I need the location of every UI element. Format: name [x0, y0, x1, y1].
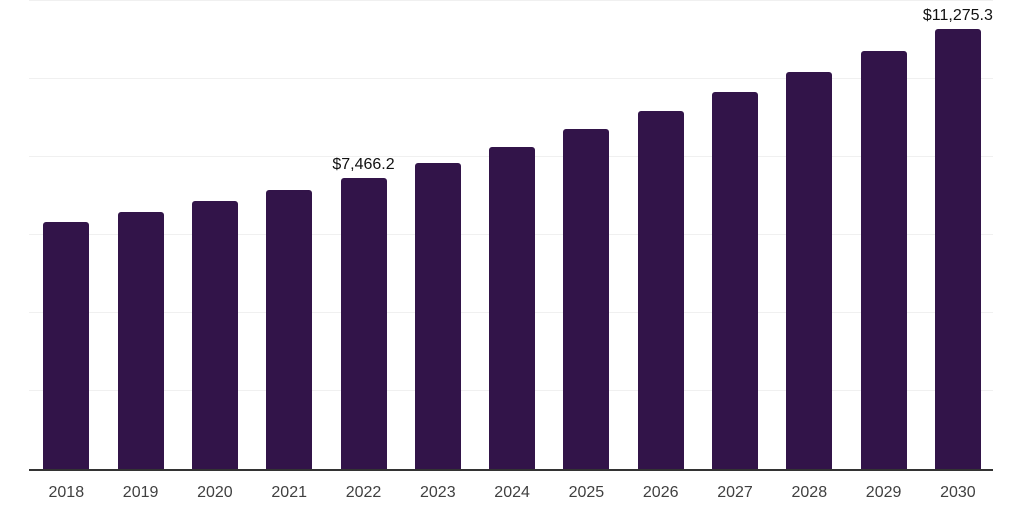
bar-2018 [43, 221, 90, 469]
x-axis-labels: 2018 2019 2020 2021 2022 2023 2024 2025 2026 2027… [29, 484, 993, 506]
x-tick-label-2025: 2025 [568, 484, 605, 501]
bar-2027 [712, 92, 758, 469]
x-tick-label-2019: 2019 [122, 484, 159, 501]
x-tick-label-2021: 2021 [271, 484, 307, 501]
x-axis-line [29, 469, 993, 471]
x-tick-label-2029: 2029 [865, 484, 902, 501]
bar-2025 [563, 129, 610, 469]
bar-2024 [489, 146, 536, 469]
x-tick-label-2030: 2030 [940, 484, 976, 501]
bar-2019 [117, 211, 164, 469]
bar-2026 [637, 111, 684, 469]
bar-2020 [191, 200, 238, 469]
bar-value-label-2022: $7,466.2 [332, 155, 395, 173]
bar-2022 [340, 177, 387, 469]
x-tick-label-2028: 2028 [791, 484, 828, 501]
bar-2030 [934, 28, 981, 469]
gridline-10000 [29, 77, 993, 79]
bar-2029 [860, 51, 907, 469]
plot-area: $7,466.2 $11,275.3 [29, 0, 993, 469]
gridline-12000 [29, 0, 993, 1]
x-tick-label-2027: 2027 [717, 484, 753, 501]
x-tick-label-2018: 2018 [48, 484, 85, 501]
bar-2028 [786, 72, 833, 469]
x-tick-label-2024: 2024 [494, 484, 530, 501]
x-tick-label-2023: 2023 [420, 484, 456, 501]
bar-2021 [266, 189, 313, 469]
x-tick-label-2020: 2020 [197, 484, 233, 501]
bar-2023 [414, 162, 461, 469]
bar-value-label-2030: $11,275.3 [922, 6, 993, 24]
x-tick-label-2022: 2022 [345, 484, 382, 501]
x-tick-label-2026: 2026 [642, 484, 679, 501]
